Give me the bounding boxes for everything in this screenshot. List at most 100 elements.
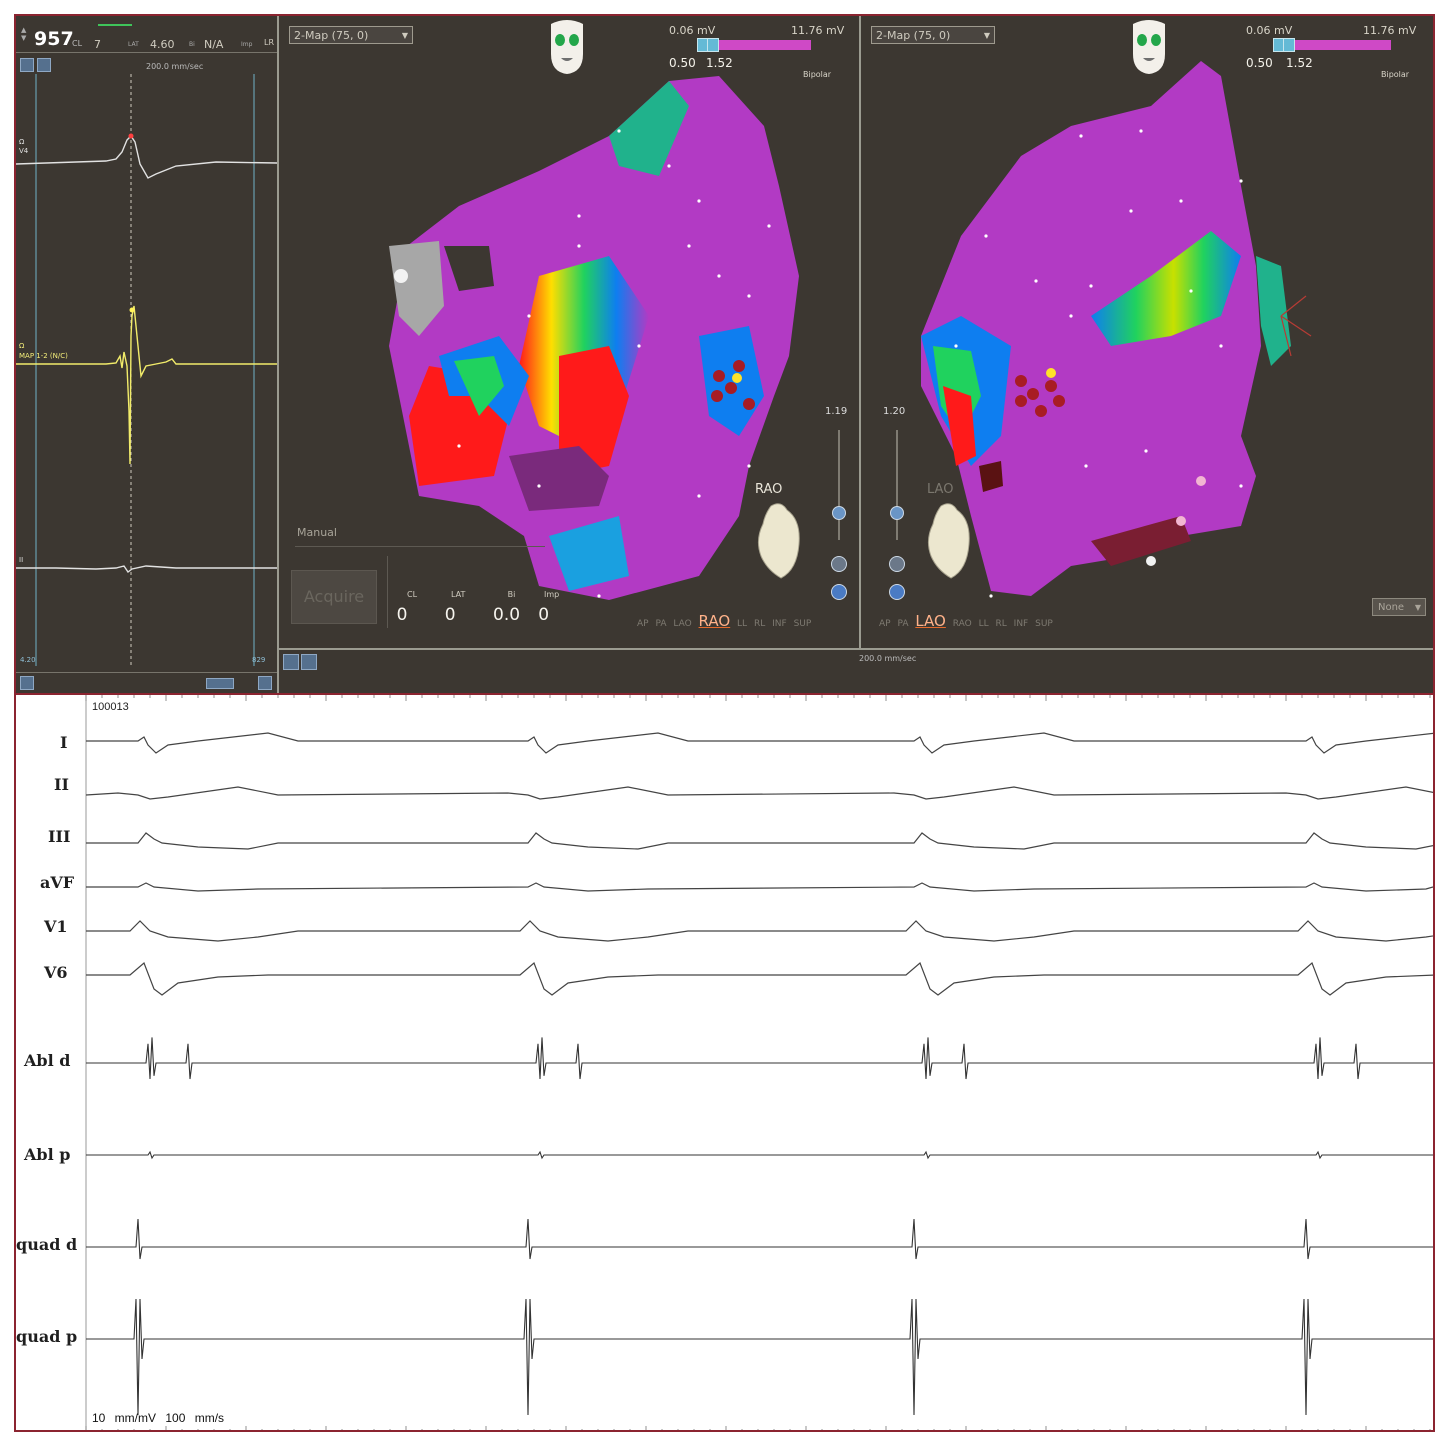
range-low-value: 0.50 [1246, 56, 1273, 70]
trace-map [16, 305, 277, 465]
zoom-slider[interactable]: 1.20 [883, 406, 909, 600]
lead-label-v1: V1 [44, 917, 68, 936]
figure-frame: ▲ ▼ 957 CL 7 LAT 4.60 Bi N/A Imp LR 200.0… [14, 14, 1435, 1432]
view-ll[interactable]: LL [737, 619, 748, 629]
metric-label: Imp [544, 590, 560, 599]
view-sup[interactable]: SUP [793, 619, 812, 629]
map-select-dropdown[interactable]: 2-Map (75, 0) ▼ [289, 26, 413, 44]
lead-label-quad-d: quad d [16, 1235, 78, 1254]
trace-lead-v1 [86, 920, 1433, 942]
chevron-down-icon: ▼ [401, 31, 408, 40]
range-high-handle[interactable] [707, 38, 719, 52]
lead-label-v6: V6 [44, 963, 68, 982]
range-high-handle[interactable] [1283, 38, 1295, 52]
slider-value: 1.19 [825, 406, 848, 417]
chevron-down-icon: ▼ [1414, 603, 1421, 612]
trace-lead-iii [86, 832, 1433, 850]
metric-label: LAT [451, 590, 466, 599]
zoom-icon[interactable] [20, 58, 34, 72]
trace-lead-ii [85, 786, 1433, 800]
view-inf[interactable]: INF [772, 619, 787, 629]
range-min-label: 0.06 mV [669, 24, 716, 37]
view-pa[interactable]: PA [897, 619, 909, 629]
scroll-right-icon[interactable] [258, 676, 272, 690]
voltage-range-bar [1273, 40, 1391, 50]
trace-abl-p [86, 1150, 1433, 1160]
view-rao-selected[interactable]: RAO [698, 612, 731, 630]
metric-imp: Imp 0 [538, 590, 560, 625]
expand-icon[interactable] [37, 58, 51, 72]
lead-label-abl-d: Abl d [24, 1051, 71, 1070]
window-end-value: 829 [252, 656, 266, 664]
voltage-map-rao[interactable] [279, 16, 859, 648]
view-ll[interactable]: LL [978, 619, 989, 629]
zoom-out-icon[interactable] [831, 556, 847, 572]
window-start-value: 4.20 [20, 656, 36, 664]
orientation-face-icon[interactable] [1129, 18, 1169, 74]
heart-orientation-icon[interactable] [923, 500, 977, 580]
view-pa[interactable]: PA [655, 619, 667, 629]
trace-sub: Ω [19, 138, 25, 146]
view-rl[interactable]: RL [995, 619, 1007, 629]
time-ticks [85, 695, 1431, 1430]
sweep-speed: 200.0 mm/sec [146, 62, 204, 71]
range-high-value: 1.52 [706, 56, 733, 70]
ecg-tracings: 100013 I II III aVF V1 V6 Abl d Abl p qu… [16, 693, 1433, 1430]
map-select-value: 2-Map (75, 0) [876, 29, 951, 42]
ecg-canvas [85, 695, 1433, 1430]
view-rao[interactable]: RAO [952, 619, 972, 629]
voltage-map-lao[interactable] [861, 16, 1433, 648]
view-lao[interactable]: LAO [673, 619, 692, 629]
speed-label: 100 mm/s [165, 1411, 225, 1425]
metric-value: 0 [396, 605, 408, 625]
cl-stepper-icon[interactable]: ▲ ▼ [21, 26, 27, 42]
metric-bi: Bi 0.0 [493, 590, 520, 625]
zoom-slider[interactable]: 1.19 [825, 406, 851, 600]
time-scrollbar[interactable] [206, 678, 234, 689]
trace-label-map: MAP 1-2 (N/C) [19, 352, 68, 360]
lead-label-i: I [60, 733, 68, 752]
range-max-label: 11.76 mV [791, 24, 845, 37]
view-ap[interactable]: AP [637, 619, 649, 629]
view-ap[interactable]: AP [879, 619, 891, 629]
view-sup[interactable]: SUP [1035, 619, 1053, 629]
reset-view-icon[interactable] [831, 584, 847, 600]
record-id: 100013 [92, 701, 129, 713]
trace-lead-i [86, 732, 1433, 754]
zoom-out-icon[interactable] [889, 556, 905, 572]
range-max-label: 11.76 mV [1363, 24, 1417, 37]
range-low-value: 0.50 [669, 56, 696, 70]
metric-label: CL [407, 590, 418, 599]
gain-label: 10 mm/mV [92, 1411, 157, 1425]
metric-value: 0 [444, 605, 456, 625]
range-min-label: 0.06 mV [1246, 24, 1293, 37]
map-marker [129, 307, 135, 313]
overlay-select-dropdown[interactable]: None ▼ [1372, 598, 1426, 616]
scroll-left-icon[interactable] [20, 676, 34, 690]
voltage-range-bar [697, 40, 811, 50]
acquire-button[interactable]: Acquire [291, 570, 377, 624]
ecg-traces [85, 732, 1433, 1416]
map-select-dropdown[interactable]: 2-Map (75, 0) ▼ [871, 26, 995, 44]
lower-signal-strip: 200.0 mm/sec [279, 648, 1433, 695]
signals-toolbar: ▲ ▼ 957 CL 7 LAT 4.60 Bi N/A Imp LR [16, 16, 277, 53]
trace-ii [16, 565, 277, 574]
lead-label-quad-p: quad p [16, 1327, 78, 1346]
view-rl[interactable]: RL [753, 619, 766, 629]
lead-label-abl-p: Abl p [24, 1145, 71, 1164]
reset-view-icon[interactable] [889, 584, 905, 600]
chevron-down-icon: ▼ [983, 31, 990, 40]
stat-count: 7 [94, 38, 101, 51]
trace-quad-d [86, 1218, 1433, 1260]
stat-lr-label: LR [264, 38, 275, 47]
lead-label-iii: III [48, 827, 71, 846]
map-view-lao: 2-Map (75, 0) ▼ 0.06 mV 11.76 mV 0.50 1.5… [861, 16, 1433, 648]
stat-bi-label: Bi [189, 41, 195, 48]
heart-orientation-icon[interactable] [753, 500, 807, 580]
orientation-face-icon[interactable] [547, 18, 587, 74]
signals-panel: ▲ ▼ 957 CL 7 LAT 4.60 Bi N/A Imp LR 200.0… [16, 16, 279, 693]
expand-icon[interactable] [301, 654, 317, 670]
zoom-icon[interactable] [283, 654, 299, 670]
view-inf[interactable]: INF [1013, 619, 1029, 629]
view-lao-selected[interactable]: LAO [915, 612, 946, 630]
